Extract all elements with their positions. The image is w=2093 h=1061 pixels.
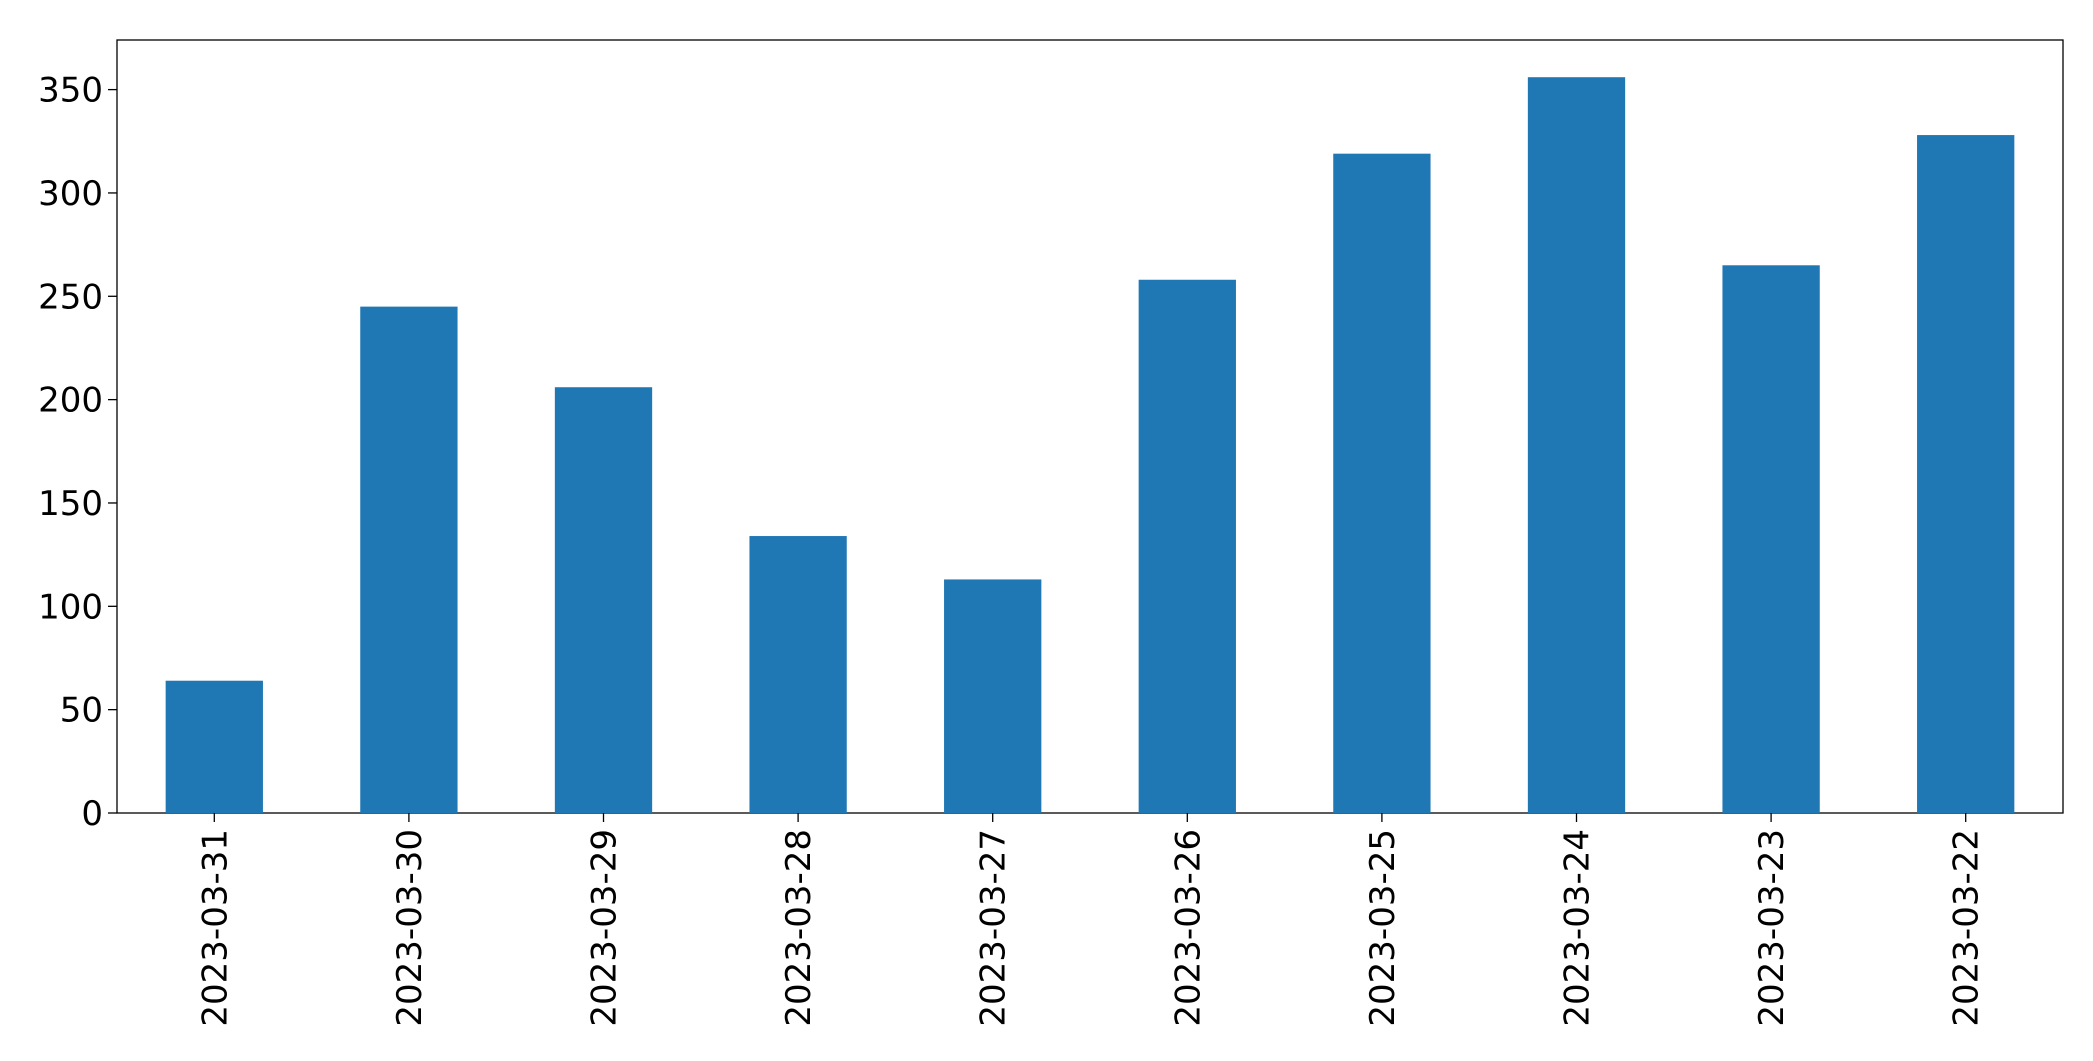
plot-frame xyxy=(116,39,2064,814)
y-tick-label: 300 xyxy=(38,174,103,214)
x-tick-label: 2023-03-24 xyxy=(1558,829,1598,1027)
bar xyxy=(749,536,847,813)
x-tick-label: 2023-03-22 xyxy=(1947,829,1987,1027)
x-tick-label: 2023-03-29 xyxy=(585,829,625,1027)
y-tick-label: 0 xyxy=(81,794,103,834)
bar xyxy=(1333,153,1431,814)
y-tick-label: 50 xyxy=(60,691,103,731)
bar xyxy=(1917,135,2015,814)
x-tick-label: 2023-03-31 xyxy=(195,829,235,1027)
y-tick-label: 150 xyxy=(38,484,103,524)
x-tick-label: 2023-03-28 xyxy=(779,829,819,1027)
bar xyxy=(360,306,458,813)
bar xyxy=(944,579,1042,813)
bar xyxy=(1527,77,1626,814)
bar xyxy=(554,387,653,813)
bar xyxy=(165,680,263,813)
y-tick-label: 350 xyxy=(38,71,103,111)
x-tick-label: 2023-03-23 xyxy=(1752,829,1792,1027)
x-tick-label: 2023-03-25 xyxy=(1363,829,1403,1027)
y-tick-label: 200 xyxy=(38,381,103,421)
y-tick-label: 250 xyxy=(38,277,103,317)
x-tick-label: 2023-03-27 xyxy=(974,829,1014,1027)
bar xyxy=(1138,279,1236,813)
bar xyxy=(1722,265,1820,813)
y-tick-label: 100 xyxy=(38,587,103,627)
x-tick-label: 2023-03-30 xyxy=(390,829,430,1027)
x-tick-label: 2023-03-26 xyxy=(1168,829,1208,1027)
